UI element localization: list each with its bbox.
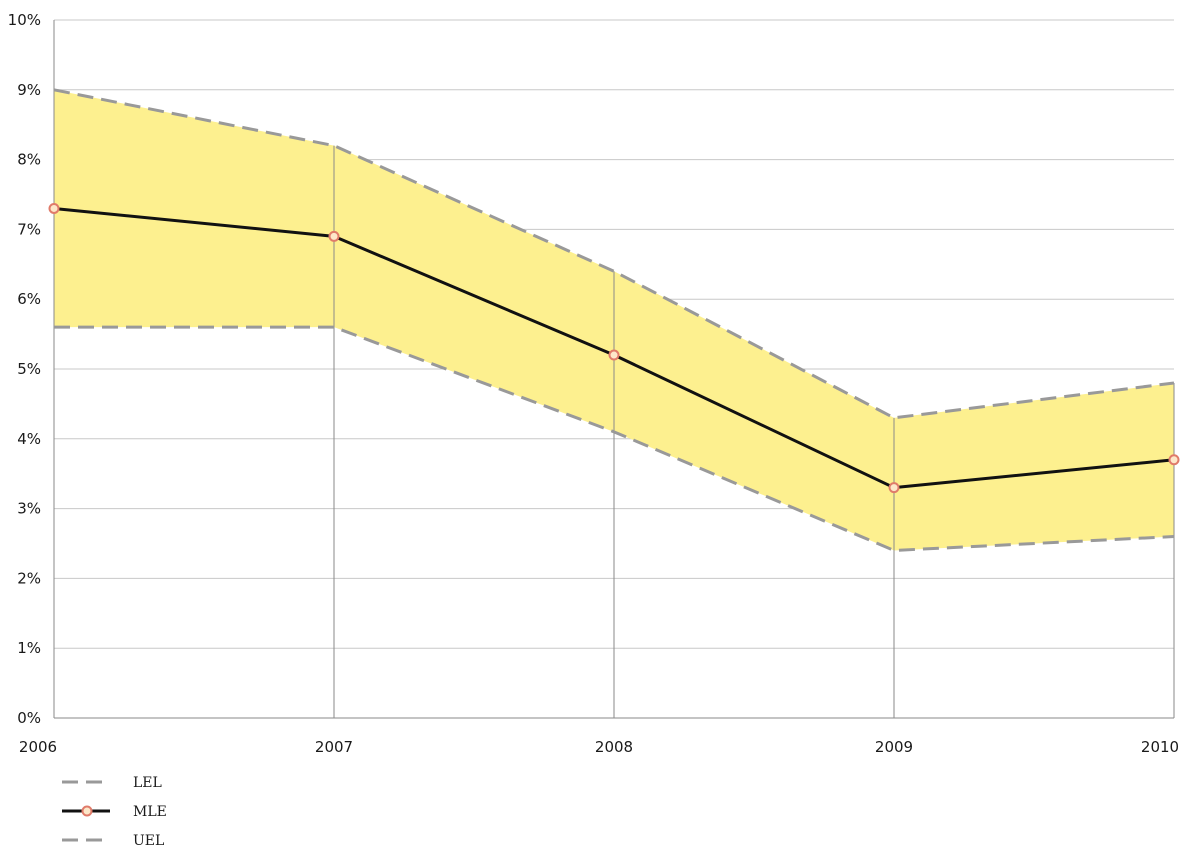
y-tick-label: 6% xyxy=(17,290,41,308)
legend-label-lel: LEL xyxy=(133,775,162,791)
y-tick-label: 5% xyxy=(17,360,41,378)
y-tick-label: 3% xyxy=(17,500,41,518)
y-tick-label: 7% xyxy=(17,220,41,238)
legend-label-mle: MLE xyxy=(133,804,167,820)
legend: LEL MLE UEL xyxy=(62,775,167,848)
x-tick-label: 2006 xyxy=(19,738,57,756)
y-tick-label: 2% xyxy=(17,569,41,587)
series-markers xyxy=(48,202,1180,494)
y-tick-label: 10% xyxy=(8,11,41,29)
x-tick-label: 2010 xyxy=(1141,738,1179,756)
y-axis-ticks: 0% 1% 2% 3% 4% 5% 6% 7% 8% 9% 10% xyxy=(8,11,41,727)
data-point-mle xyxy=(888,482,900,494)
y-tick-label: 9% xyxy=(17,81,41,99)
x-tick-label: 2009 xyxy=(875,738,913,756)
data-point-mle xyxy=(1168,454,1180,466)
y-tick-label: 4% xyxy=(17,430,41,448)
x-axis-ticks: 2006 2007 2008 2009 2010 xyxy=(19,738,1179,756)
data-point-mle xyxy=(608,349,620,361)
series-line-lel xyxy=(54,325,1175,552)
y-tick-label: 8% xyxy=(17,151,41,169)
legend-marker-mle xyxy=(81,805,93,817)
data-point-mle xyxy=(328,230,340,242)
y-tick-label: 1% xyxy=(17,639,41,657)
data-point-mle xyxy=(48,202,60,214)
x-tick-label: 2008 xyxy=(595,738,633,756)
y-tick-label: 0% xyxy=(17,709,41,727)
legend-label-uel: UEL xyxy=(133,833,164,848)
x-tick-label: 2007 xyxy=(315,738,353,756)
